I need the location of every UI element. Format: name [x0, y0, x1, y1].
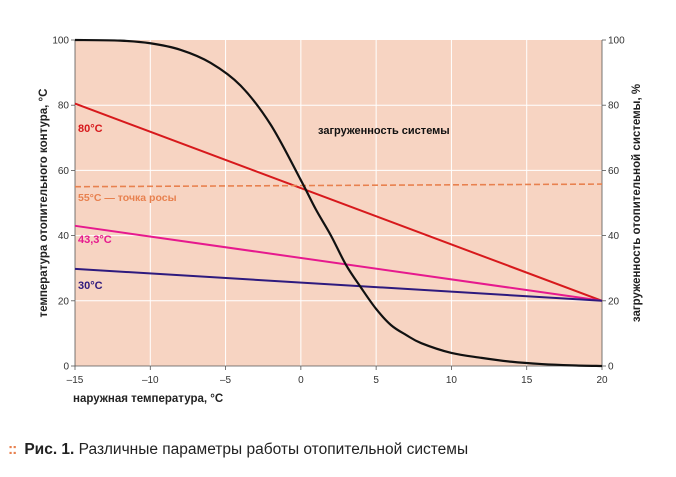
x-tick-label: 10 — [446, 375, 458, 386]
label-line-55c-dew-point: 55°C — точка росы — [78, 192, 177, 204]
series-line-80c — [74, 102, 603, 302]
y-axis-right-title: загруженность отопительной системы, % — [631, 84, 643, 322]
y-left-tick-label: 0 — [63, 362, 69, 373]
series-line-30c — [74, 267, 603, 302]
figure-caption: :: Рис. 1. Различные параметры работы ото… — [8, 441, 468, 459]
x-axis-title: наружная температура, °C — [73, 393, 223, 405]
y-right-tick-label: 80 — [608, 101, 620, 112]
x-tick-label: –10 — [142, 375, 159, 386]
x-tick-label: –15 — [67, 375, 84, 386]
series-line-55c-dew-point — [74, 183, 603, 188]
y-left-tick-label: 40 — [58, 231, 70, 242]
label-line-43c: 43,3°C — [78, 234, 112, 246]
label-line-80c: 80°C — [78, 123, 103, 135]
series-line-43c — [74, 224, 603, 302]
y-left-tick-label: 80 — [58, 101, 70, 112]
caption-bullet-icon: :: — [8, 441, 17, 458]
series-line-system-load — [74, 38, 603, 368]
x-tick-label: –5 — [220, 375, 232, 386]
y-left-tick-label: 60 — [58, 166, 70, 177]
x-tick-label: 5 — [373, 375, 379, 386]
y-axis-left-title: температура отопительного контура, °C — [38, 89, 50, 318]
y-right-tick-label: 40 — [608, 231, 620, 242]
x-tick-label: 0 — [298, 375, 304, 386]
series — [74, 38, 603, 368]
x-tick-label: 20 — [596, 375, 608, 386]
label-line-30c: 30°C — [78, 280, 103, 292]
grid — [75, 40, 602, 366]
y-right-tick-label: 20 — [608, 296, 620, 307]
series-labels: 80°C 55°C — точка росы 43,3°C 30°C загруженн… — [78, 123, 450, 292]
y-right-tick-label: 0 — [608, 362, 614, 373]
y-left-tick-label: 20 — [58, 296, 70, 307]
y-left-tick-label: 100 — [52, 36, 69, 47]
x-tick-label: 15 — [521, 375, 533, 386]
y-right-tick-label: 60 — [608, 166, 620, 177]
label-line-system-load: загруженность системы — [318, 125, 450, 137]
y-right-tick-label: 100 — [608, 36, 625, 47]
caption-figure-label: Рис. 1. — [24, 441, 75, 458]
caption-text: Различные параметры работы отопительной … — [78, 441, 469, 458]
